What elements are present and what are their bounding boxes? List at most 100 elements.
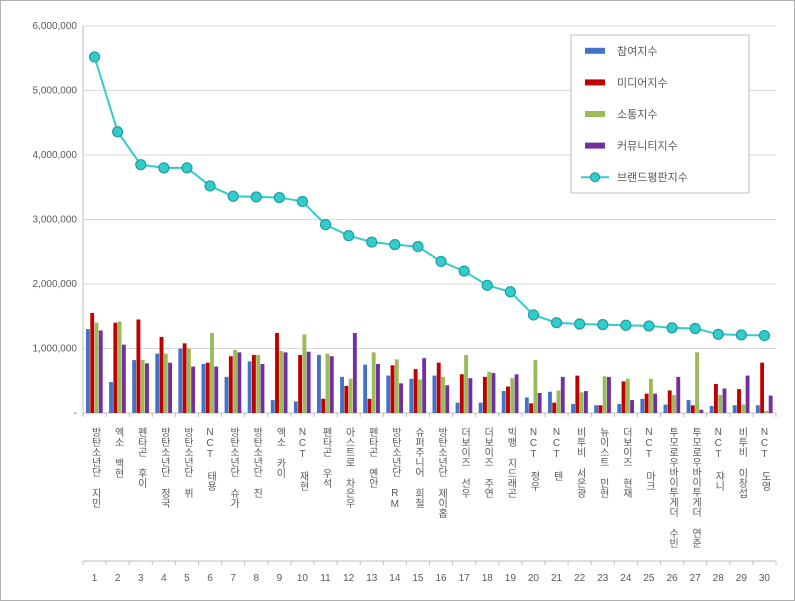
category-rank: 7: [230, 573, 236, 584]
brand-marker: [182, 163, 192, 173]
bar-c: [141, 360, 145, 413]
bar-m: [113, 323, 117, 413]
category-name: 펜타곤 후이: [135, 427, 147, 489]
brand-marker: [598, 320, 608, 330]
category-name: 더보이즈 선우: [459, 427, 471, 499]
bar-m: [275, 333, 279, 413]
legend-label: 미디어지수: [617, 76, 668, 89]
category-rank: 28: [713, 573, 725, 584]
bar-m: [229, 356, 233, 413]
bar-p: [664, 405, 668, 413]
category-rank: 10: [297, 573, 309, 584]
category-name: 방탄소년단 RM: [389, 427, 401, 510]
bar-p: [525, 398, 529, 413]
bar-c: [187, 349, 191, 414]
bar-p: [294, 401, 298, 413]
bar-p: [456, 403, 460, 413]
bar-p: [248, 361, 252, 413]
bar-k: [538, 393, 542, 413]
brand-marker: [482, 280, 492, 290]
bar-k: [353, 333, 357, 413]
bar-m: [183, 343, 187, 413]
bar-c: [118, 321, 122, 413]
category-rank: 25: [643, 573, 655, 584]
bar-c: [349, 379, 353, 413]
bar-c: [95, 323, 99, 413]
legend-marker: [591, 173, 600, 182]
svg-text:3,000,000: 3,000,000: [33, 215, 78, 226]
bar-c: [233, 350, 237, 413]
brand-marker: [367, 237, 377, 247]
bar-c: [279, 351, 283, 413]
brand-marker: [621, 320, 631, 330]
bar-m: [598, 405, 602, 413]
category-rank: 13: [366, 573, 378, 584]
bar-p: [178, 349, 182, 414]
legend-label: 커뮤니티지수: [617, 140, 678, 153]
category-rank: 29: [736, 573, 748, 584]
category-rank: 18: [482, 573, 494, 584]
category-rank: 9: [277, 573, 283, 584]
bar-c: [464, 355, 468, 413]
brand-marker: [136, 160, 146, 170]
category-name: 더보이즈 주연: [482, 427, 494, 498]
bar-p: [433, 376, 437, 413]
category-name: 방탄소년단 제이홉: [436, 427, 448, 518]
bar-c: [487, 372, 491, 413]
category-name: NCT 태용: [205, 427, 217, 491]
bar-c: [764, 411, 768, 413]
brand-marker: [552, 318, 562, 328]
brand-marker: [274, 193, 284, 203]
bar-p: [733, 405, 737, 413]
bar-m: [437, 363, 441, 413]
category-rank: 23: [597, 573, 609, 584]
category-name: 투모로우바이투게더 연준: [690, 427, 702, 548]
bar-k: [145, 363, 149, 413]
bar-m: [737, 389, 741, 413]
svg-text:-: -: [74, 408, 77, 419]
bar-k: [445, 385, 449, 413]
bar-c: [302, 334, 306, 413]
category-rank: 1: [92, 573, 98, 584]
bar-m: [90, 313, 94, 413]
brand-chart: -1,000,0002,000,0003,000,0004,000,0005,0…: [1, 1, 795, 602]
bar-m: [136, 319, 140, 413]
category-name: 투모로우바이투게더 수빈: [667, 427, 679, 548]
category-rank: 27: [690, 573, 702, 584]
brand-marker: [251, 192, 261, 202]
bar-c: [395, 359, 399, 413]
category-rank: 5: [184, 573, 190, 584]
bar-k: [191, 367, 195, 413]
bar-m: [483, 377, 487, 413]
brand-marker: [436, 256, 446, 266]
bar-k: [607, 377, 611, 413]
bar-m: [760, 363, 764, 413]
brand-marker: [667, 323, 677, 333]
bar-p: [109, 382, 113, 413]
legend-swatch: [585, 48, 605, 54]
bar-m: [668, 390, 672, 413]
bar-p: [386, 376, 390, 413]
category-name: 비투비 서은광: [574, 427, 586, 498]
category-name: NCT 텐: [551, 427, 563, 481]
bar-c: [510, 378, 514, 413]
legend-swatch: [585, 79, 605, 85]
brand-marker: [528, 310, 538, 320]
brand-marker: [759, 331, 769, 341]
bar-c: [580, 392, 584, 413]
bar-p: [202, 364, 206, 413]
brand-marker: [690, 324, 700, 334]
bar-m: [298, 355, 302, 413]
bar-m: [160, 337, 164, 413]
bar-k: [261, 364, 265, 413]
bar-k: [676, 377, 680, 413]
category-name: 펜타곤 옌안: [366, 427, 378, 488]
category-rank: 24: [620, 573, 632, 584]
svg-text:6,000,000: 6,000,000: [33, 21, 78, 32]
bar-p: [617, 404, 621, 413]
category-name: NCT 재현: [297, 427, 309, 491]
bar-p: [710, 406, 714, 413]
legend-label: 소통지수: [617, 108, 657, 121]
bar-p: [571, 404, 575, 413]
bar-m: [391, 365, 395, 413]
